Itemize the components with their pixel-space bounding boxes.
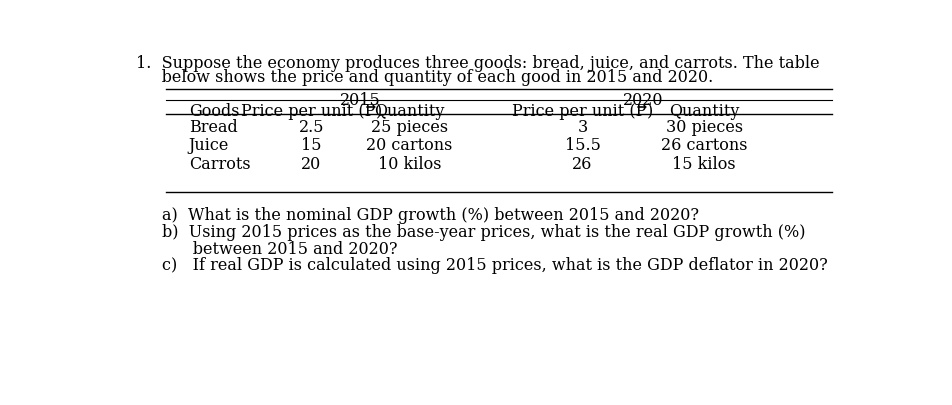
- Text: 20: 20: [301, 156, 322, 172]
- Text: Bread: Bread: [188, 119, 237, 135]
- Text: 2020: 2020: [623, 92, 664, 109]
- Text: a)  What is the nominal GDP growth (%) between 2015 and 2020?: a) What is the nominal GDP growth (%) be…: [162, 207, 699, 224]
- Text: 10 kilos: 10 kilos: [378, 156, 442, 172]
- Text: Price per unit (₱): Price per unit (₱): [241, 103, 382, 120]
- Text: 15.5: 15.5: [565, 137, 601, 154]
- Text: Goods: Goods: [188, 103, 239, 120]
- Text: 25 pieces: 25 pieces: [371, 119, 448, 135]
- Text: Price per unit (₱): Price per unit (₱): [512, 103, 653, 120]
- Text: 20 cartons: 20 cartons: [367, 137, 453, 154]
- Text: c)   If real GDP is calculated using 2015 prices, what is the GDP deflator in 20: c) If real GDP is calculated using 2015 …: [162, 256, 827, 273]
- Text: Quantity: Quantity: [374, 103, 445, 120]
- Text: between 2015 and 2020?: between 2015 and 2020?: [162, 241, 397, 258]
- Text: 2.5: 2.5: [298, 119, 324, 135]
- Text: 30 pieces: 30 pieces: [665, 119, 743, 135]
- Text: Juice: Juice: [188, 137, 229, 154]
- Text: 3: 3: [577, 119, 587, 135]
- Text: 1.  Suppose the economy produces three goods: bread, juice, and carrots. The tab: 1. Suppose the economy produces three go…: [136, 55, 820, 72]
- Text: Quantity: Quantity: [669, 103, 740, 120]
- Text: b)  Using 2015 prices as the base-year prices, what is the real GDP growth (%): b) Using 2015 prices as the base-year pr…: [162, 224, 805, 241]
- Text: Carrots: Carrots: [188, 156, 250, 172]
- Text: below shows the price and quantity of each good in 2015 and 2020.: below shows the price and quantity of ea…: [136, 68, 713, 85]
- Text: 2015: 2015: [340, 92, 381, 109]
- Text: 15 kilos: 15 kilos: [672, 156, 736, 172]
- Text: 15: 15: [301, 137, 322, 154]
- Text: 26 cartons: 26 cartons: [661, 137, 747, 154]
- Text: 26: 26: [572, 156, 593, 172]
